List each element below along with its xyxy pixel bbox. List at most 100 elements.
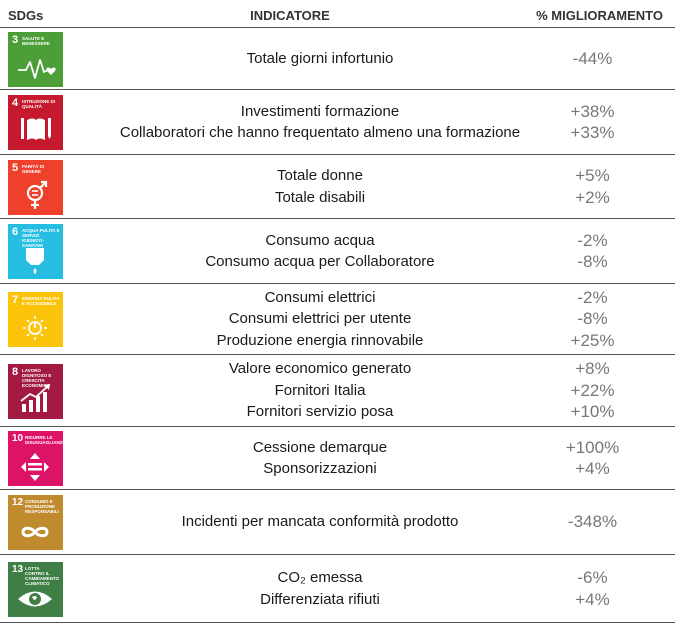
sdg-10-badge: 10 RIDURRE LE DISUGUAGLIANZE [8,431,63,486]
improvement-value: -44% [572,48,613,68]
indicator-label: Collaboratori che hanno frequentato alme… [119,124,521,141]
header-indicatore: INDICATORE [250,8,330,23]
improvement-value: +25% [570,330,615,350]
improvement-value: +33% [570,123,615,142]
sdg-7-badge: 7 ENERGIA PULITA E ACCESSIBILE [8,292,63,347]
sdg-name: ENERGIA PULITA E ACCESSIBILE [22,296,60,306]
eye-globe-icon [18,591,52,607]
improvement-cell: +8% +22% +10% [510,355,675,426]
sdg-number: 8 [12,366,19,378]
indicator-cell: Totale giorni infortunio [70,28,570,89]
sdg-number: 4 [12,97,19,109]
indicator-cell: Cessione demarque Sponsorizzazioni [70,427,570,489]
indicator-label: Fornitori servizio posa [246,403,394,421]
improvement-value: +22% [570,380,615,400]
improvement-cell: +38% +33% [510,90,675,154]
improvement-value: -6% [577,568,608,587]
sdg-6-badge: 6 ACQUA PULITA E SERVIZI IGIENICO-SANITAR… [8,224,63,279]
indicator-label: Incidenti per mancata conformità prodott… [181,513,459,531]
sdg-3-badge: 3 SALUTE E BENESSERE [8,32,63,87]
table-header: SDGs INDICATORE % MIGLIORAMENTO [0,0,675,28]
table-row: 6 ACQUA PULITA E SERVIZI IGIENICO-SANITAR… [0,219,675,284]
sdg-number: 3 [12,34,19,46]
indicator-label: Totale disabili [274,188,366,206]
indicator-label: Investimenti formazione [240,102,400,120]
improvement-value: +8% [575,359,610,379]
sdg-number: 5 [12,162,19,174]
table-row: 7 ENERGIA PULITA E ACCESSIBILE Consumi ele… [0,284,675,355]
gender-equality-icon [26,180,48,209]
improvement-cell: -44% [510,28,675,89]
sdg-number: 10 [12,433,24,444]
improvement-value: -348% [567,512,618,532]
improvement-cell: -2% -8% +25% [510,284,675,354]
indicator-label: Totale donne [277,167,363,184]
improvement-cell: -348% [510,490,675,554]
infinity-icon [21,526,49,538]
indicator-cell: Investimenti formazione Collaboratori che… [70,90,570,154]
indicator-cell: Totale donne Totale disabili [70,155,570,218]
improvement-value: -8% [577,309,608,329]
growth-chart-icon [20,384,50,412]
indicator-cell: Consumi elettrici Consumi elettrici per u… [70,284,570,354]
table-row: 8 LAVORO DIGNITOSO E CRESCITA ECONOMICA Va… [0,355,675,427]
table-row: 10 RIDURRE LE DISUGUAGLIANZE Cessione dema… [0,427,675,490]
improvement-value: +10% [570,402,615,422]
improvement-cell: -2% -8% [510,219,675,283]
improvement-value: +5% [575,166,610,185]
table-row: 5 PARITÀ DI GENERE Totale donne Totale disa… [0,155,675,219]
indicator-cell: Valore economico generato Fornitori Itali… [70,355,570,426]
improvement-value: +4% [575,459,610,478]
table-row: 12 CONSUMO E PRODUZIONE RESPONSABILI Incid… [0,490,675,555]
sdg-12-badge: 12 CONSUMO E PRODUZIONE RESPONSABILI [8,495,63,550]
book-icon [21,118,51,140]
indicator-label: Valore economico generato [228,360,412,378]
water-drop-icon [26,248,44,274]
improvement-value: -2% [577,287,608,307]
sun-power-icon [23,316,47,340]
equality-arrows-icon [21,453,49,481]
improvement-value: +4% [575,589,610,609]
sdg-number: 6 [12,226,19,238]
sdg-number: 12 [12,497,24,508]
table-row: 13 LOTTA CONTRO IL CAMBIAMENTO CLIMATICO C… [0,555,675,623]
indicator-cell: CO₂ emessa Differenziata rifiuti [70,555,570,622]
sdg-number: 7 [12,294,19,306]
table-row: 3 SALUTE E BENESSERE Totale giorni infortu… [0,28,675,90]
improvement-value: +100% [565,437,620,457]
sdg-4-badge: 4 ISTRUZIONE DI QUALITÀ [8,95,63,150]
indicator-cell: Consumo acqua Consumo acqua per Collabora… [70,219,570,283]
improvement-value: -8% [577,252,608,271]
heartbeat-icon [18,59,56,79]
indicator-cell: Incidenti per mancata conformità prodott… [70,490,570,554]
sdg-name: LAVORO DIGNITOSO E CRESCITA ECONOMICA [22,368,52,388]
indicator-label: Produzione energia rinnovabile [216,331,424,349]
improvement-cell: +100% +4% [510,427,675,489]
sdg-name: LOTTA CONTRO IL CAMBIAMENTO CLIMATICO [25,566,60,586]
improvement-cell: +5% +2% [510,155,675,218]
sdg-name: ISTRUZIONE DI QUALITÀ [22,99,56,109]
improvement-value: -2% [577,230,608,250]
indicator-label: Consumi elettrici [264,288,376,306]
indicator-label: Differenziata rifiuti [260,590,380,608]
indicator-label: CO₂ emessa [277,569,363,586]
sdg-name: CONSUMO E PRODUZIONE RESPONSABILI [25,499,59,514]
indicator-label: Sponsorizzazioni [263,460,377,477]
sdg-8-badge: 8 LAVORO DIGNITOSO E CRESCITA ECONOMICA [8,364,63,419]
indicator-label: Totale giorni infortunio [246,49,394,67]
sdg-5-badge: 5 PARITÀ DI GENERE [8,160,63,215]
indicator-label: Fornitori Italia [274,381,366,399]
improvement-cell: -6% +4% [510,555,675,622]
header-miglioramento: % MIGLIORAMENTO [536,8,663,23]
improvement-value: +2% [575,187,610,207]
sdg-name: ACQUA PULITA E SERVIZI IGIENICO-SANITARI [22,228,60,248]
sdg-name: SALUTE E BENESSERE [22,36,50,46]
indicator-label: Cessione demarque [252,438,388,456]
improvement-value: +38% [570,101,615,121]
sdg-name: RIDURRE LE DISUGUAGLIANZE [25,435,63,445]
indicator-label: Consumo acqua [265,231,375,249]
table-row: 4 ISTRUZIONE DI QUALITÀ Investimenti forma… [0,90,675,155]
sdg-name: PARITÀ DI GENERE [22,164,45,174]
sdg-number: 13 [12,564,24,575]
